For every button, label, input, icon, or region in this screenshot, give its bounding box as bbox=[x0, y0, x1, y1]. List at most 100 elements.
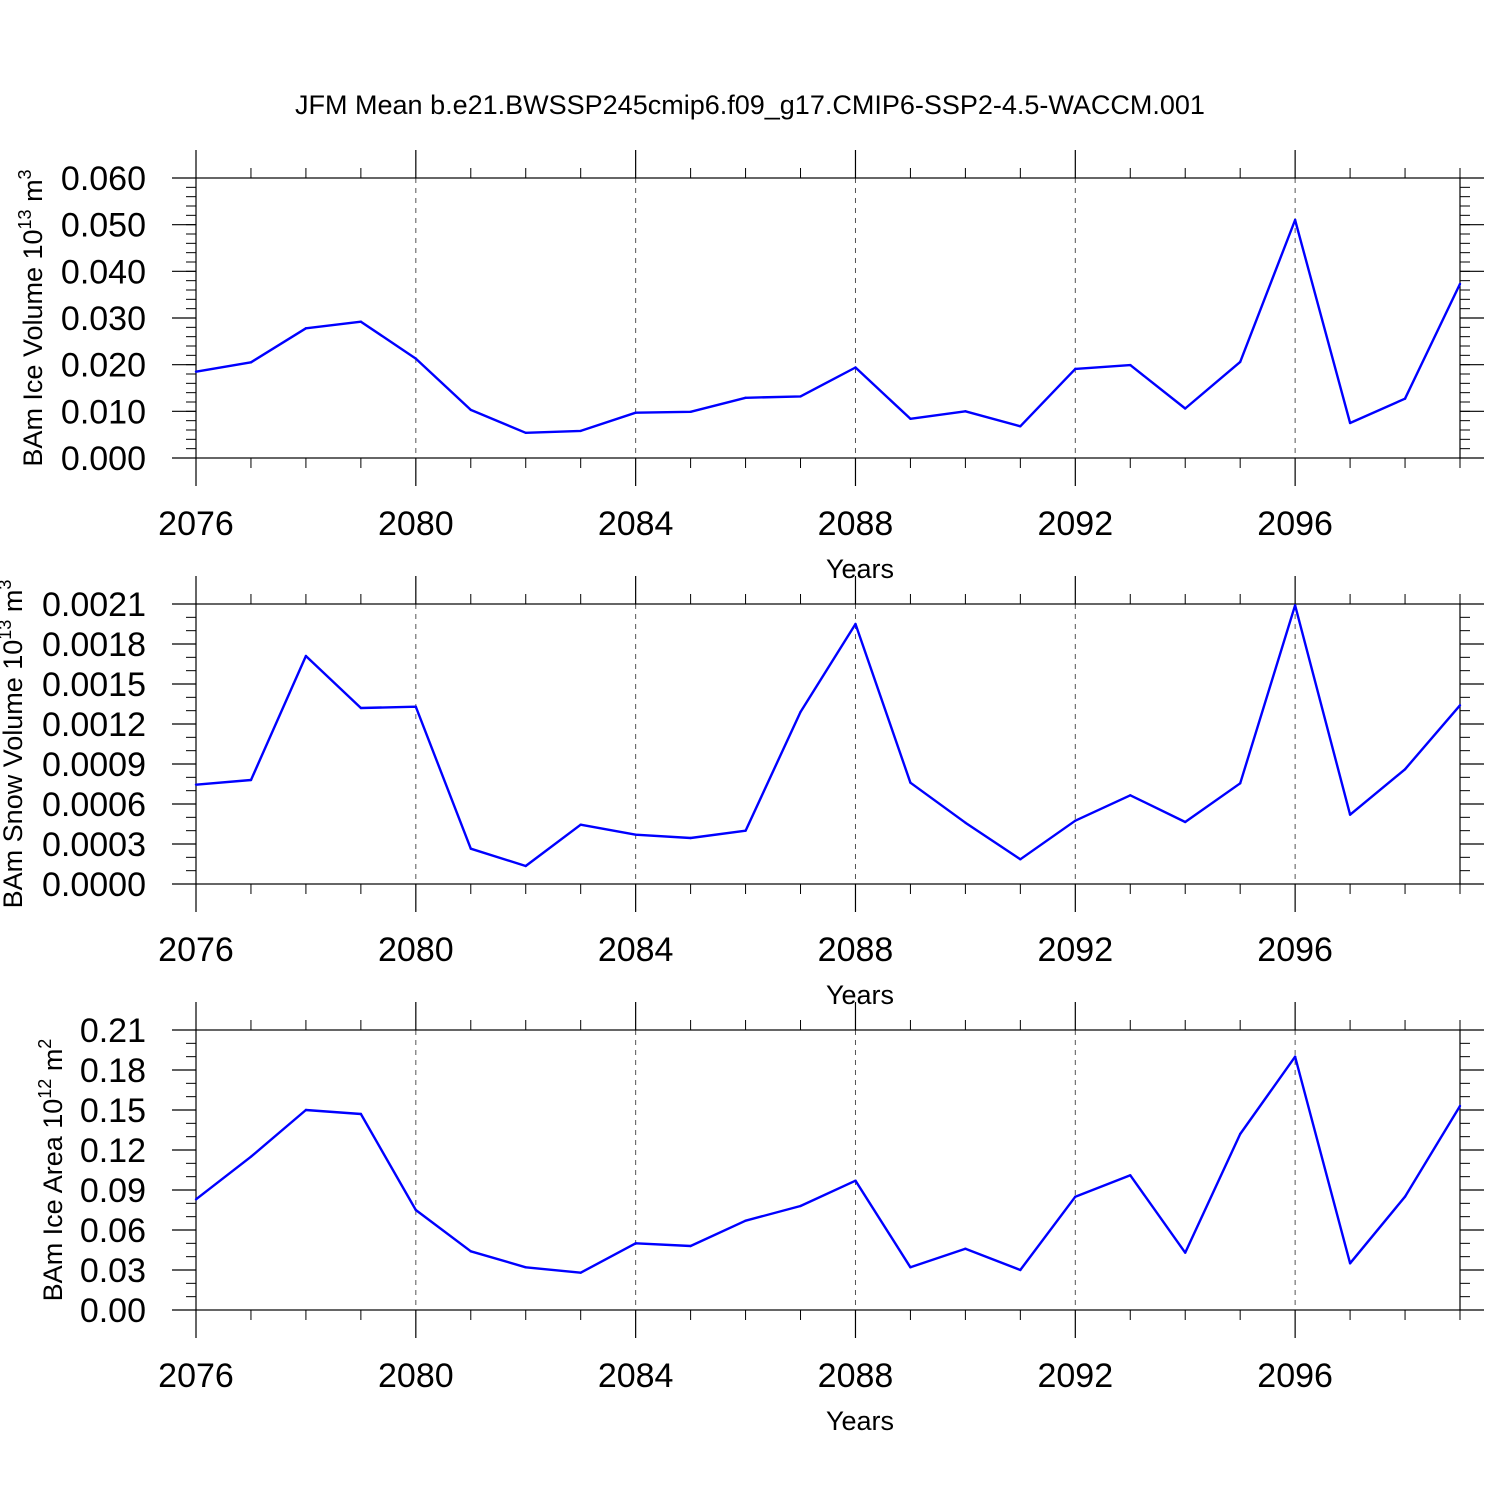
plot-frame bbox=[195, 1029, 1461, 1311]
data-point bbox=[964, 821, 967, 824]
y-axis-title: BAm Ice Volume 1013 m3 bbox=[15, 169, 48, 466]
x-tick-label: 2088 bbox=[818, 505, 894, 543]
data-point bbox=[799, 710, 802, 714]
data-point bbox=[1184, 407, 1187, 410]
y-tick-label: 0.0000 bbox=[42, 866, 146, 904]
y-tick-label: 0.0003 bbox=[42, 826, 146, 864]
y-tick-label: 0.06 bbox=[80, 1212, 146, 1250]
data-point bbox=[1129, 1174, 1132, 1177]
data-point bbox=[1403, 397, 1407, 400]
x-tick-label: 2088 bbox=[818, 1357, 894, 1395]
data-point bbox=[1019, 425, 1022, 428]
plot-frame bbox=[195, 603, 1461, 885]
series-line bbox=[195, 1055, 1462, 1274]
data-point bbox=[304, 327, 308, 330]
y-tick-label: 0.00 bbox=[80, 1292, 146, 1330]
x-tick-label: 2096 bbox=[1257, 1357, 1333, 1395]
data-point bbox=[194, 783, 198, 786]
x-tick-label: 2076 bbox=[158, 1357, 234, 1395]
x-tick-label: 2092 bbox=[1037, 1357, 1113, 1395]
x-tick-label: 2092 bbox=[1037, 505, 1113, 543]
data-point bbox=[1238, 782, 1242, 785]
y-tick-label: 0.050 bbox=[61, 207, 146, 245]
data-point bbox=[909, 1266, 912, 1269]
data-point bbox=[799, 395, 802, 398]
data-point bbox=[249, 1155, 253, 1158]
y-tick-label: 0.0009 bbox=[42, 746, 146, 784]
y-tick-label: 0.18 bbox=[80, 1052, 146, 1090]
y-tick-label: 0.0015 bbox=[42, 666, 146, 704]
y-tick-label: 0.09 bbox=[80, 1172, 146, 1210]
data-point bbox=[909, 781, 912, 784]
data-point bbox=[524, 864, 527, 868]
panel-2: 2076 2080 2084 2088 2092 2096Years0.00000.000… bbox=[0, 576, 1484, 1010]
y-tick-label: 0.12 bbox=[80, 1132, 146, 1170]
data-point bbox=[1293, 604, 1297, 607]
data-point bbox=[1238, 360, 1242, 364]
data-point bbox=[689, 410, 692, 413]
data-point bbox=[414, 1208, 418, 1212]
data-point bbox=[744, 829, 747, 832]
data-point bbox=[854, 622, 857, 626]
series-line bbox=[195, 604, 1461, 868]
data-point bbox=[854, 366, 857, 369]
data-point bbox=[1129, 363, 1132, 367]
data-point bbox=[909, 417, 912, 420]
y-tick-label: 0.03 bbox=[80, 1252, 146, 1290]
data-point bbox=[1458, 282, 1462, 286]
series-line bbox=[195, 218, 1462, 434]
x-axis-title: Years bbox=[826, 980, 894, 1010]
data-point bbox=[689, 1244, 692, 1248]
y-tick-label: 0.21 bbox=[80, 1012, 146, 1050]
data-point bbox=[1019, 858, 1022, 861]
x-tick-label: 2084 bbox=[598, 1357, 674, 1395]
data-point bbox=[194, 370, 198, 373]
data-point bbox=[1348, 813, 1352, 816]
data-point bbox=[359, 320, 363, 323]
data-point bbox=[854, 1179, 857, 1182]
y-tick-label: 0.0012 bbox=[42, 706, 146, 744]
data-point bbox=[634, 833, 637, 836]
x-tick-label: 2080 bbox=[378, 505, 454, 543]
data-point bbox=[414, 357, 418, 360]
data-point bbox=[1074, 367, 1077, 371]
x-tick-label: 2084 bbox=[598, 505, 674, 543]
chart-panels: 2076 2080 2084 2088 2092 2096 Years 0.000 0.010 0… bbox=[0, 150, 1484, 1436]
data-point bbox=[744, 1219, 747, 1222]
panel-3: 2076 2080 2084 2088 2092 2096Years0.000.030.0… bbox=[35, 1002, 1484, 1436]
data-point bbox=[249, 361, 253, 364]
y-tick-label: 0.010 bbox=[61, 393, 146, 431]
data-point bbox=[689, 836, 692, 840]
plot-frame bbox=[195, 177, 1461, 459]
panel-1: 2076 2080 2084 2088 2092 2096 Years 0.000 0.010 0… bbox=[15, 150, 1484, 584]
data-point bbox=[414, 705, 418, 708]
data-point bbox=[249, 778, 253, 782]
data-point bbox=[1348, 421, 1352, 425]
x-tick-label: 2084 bbox=[598, 931, 674, 969]
data-point bbox=[524, 431, 527, 434]
y-tick-label: 0.040 bbox=[61, 253, 146, 291]
y-tick-label: 0.030 bbox=[61, 300, 146, 338]
data-point bbox=[304, 1108, 308, 1112]
data-point bbox=[359, 1112, 363, 1116]
data-point bbox=[1074, 1195, 1077, 1198]
data-point bbox=[1348, 1262, 1352, 1265]
y-tick-label: 0.0006 bbox=[42, 786, 146, 824]
y-tick-label: 0.020 bbox=[61, 347, 146, 385]
data-point bbox=[579, 823, 582, 826]
y-tick-label: 0.0021 bbox=[42, 586, 146, 624]
y-tick-label: 0.0018 bbox=[42, 626, 146, 664]
x-tick-label: 2096 bbox=[1257, 931, 1333, 969]
data-point bbox=[469, 1250, 472, 1253]
data-point bbox=[1184, 1251, 1187, 1254]
y-axis-title: BAm Ice Area 1012 m2 bbox=[35, 1039, 68, 1302]
x-tick-label: 2096 bbox=[1257, 505, 1333, 543]
data-point bbox=[634, 1242, 637, 1245]
data-point bbox=[964, 1247, 967, 1250]
data-point bbox=[579, 1271, 582, 1274]
data-point bbox=[634, 411, 637, 414]
data-point bbox=[1074, 819, 1077, 822]
data-point bbox=[1403, 768, 1407, 771]
x-axis-title: Years bbox=[826, 554, 894, 584]
data-point bbox=[304, 654, 308, 658]
